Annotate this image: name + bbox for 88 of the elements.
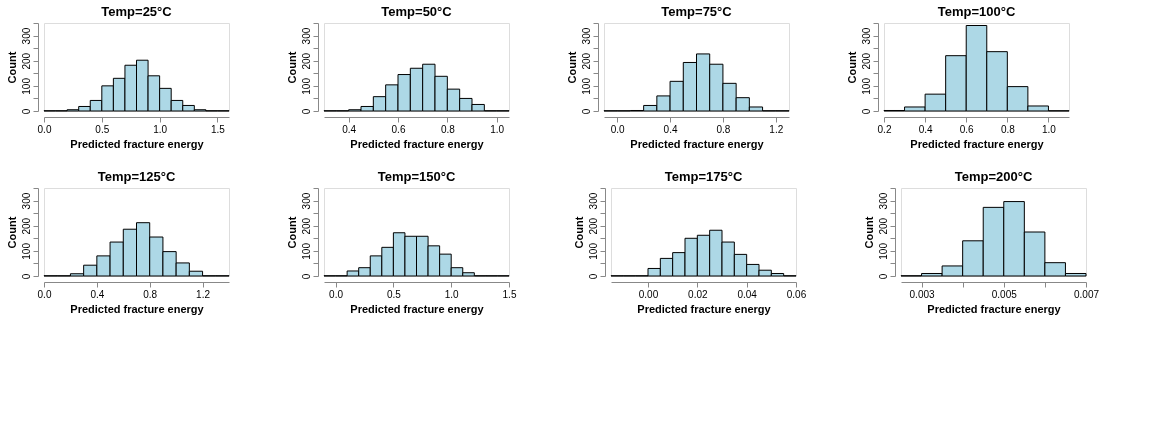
x-tick-label: 0.8 [1000, 123, 1016, 135]
y-tick-label: 300 [20, 27, 32, 45]
x-tick-label: 1.0 [490, 123, 505, 135]
y-tick-label: 0 [860, 108, 872, 115]
x-tick-label: 0.02 [688, 288, 708, 300]
y-tick-label: 100 [20, 242, 32, 260]
x-axis-title: Predicted fracture energy [910, 137, 1045, 150]
y-tick-label: 100 [580, 77, 592, 95]
x-tick-label: 1.2 [769, 123, 784, 135]
y-tick-label: 100 [877, 242, 889, 260]
x-tick-label: 0.06 [786, 288, 807, 300]
y-tick-label: 200 [20, 217, 32, 235]
y-tick-label: 0 [587, 273, 599, 280]
chart-title: Temp=200°C [954, 168, 1033, 184]
x-axis-title: Predicted fracture energy [927, 302, 1062, 315]
x-axis-title: Predicted fracture energy [630, 137, 765, 150]
x-tick-label: 0.003 [909, 288, 935, 300]
y-tick-label: 200 [20, 52, 32, 70]
y-tick-label: 100 [860, 77, 872, 95]
x-tick-label: 0.8 [440, 123, 456, 135]
y-tick-label: 0 [300, 108, 312, 115]
y-tick-label: 200 [580, 52, 592, 70]
x-tick-label: 0.4 [90, 288, 105, 300]
y-axis-title: Count [285, 51, 298, 84]
x-tick-label: 0.5 [386, 288, 402, 300]
x-tick-label: 0.4 [663, 123, 678, 135]
y-tick-label: 0 [20, 273, 32, 280]
x-tick-label: 0.0 [610, 123, 626, 135]
x-tick-label: 0.0 [37, 288, 52, 300]
y-tick-label: 200 [300, 217, 312, 235]
y-axis-title: Count [285, 216, 298, 249]
chart-title: Temp=100°C [937, 3, 1016, 19]
x-tick-label: 0.0 [329, 288, 344, 300]
y-tick-label: 0 [877, 273, 889, 280]
x-tick-label: 0.8 [143, 288, 158, 300]
y-axis-title: Count [5, 216, 18, 249]
y-tick-label: 200 [877, 217, 889, 235]
y-axis-title: Count [572, 216, 585, 249]
y-axis-title: Count [5, 51, 18, 84]
y-tick-label: 300 [860, 27, 872, 45]
y-tick-label: 200 [587, 217, 599, 235]
chart-title: Temp=50°C [381, 3, 453, 19]
x-axis-title: Predicted fracture energy [70, 137, 205, 150]
x-tick-label: 0.8 [716, 123, 731, 135]
x-tick-label: 0.6 [391, 123, 406, 135]
x-tick-label: 1.2 [196, 288, 211, 300]
y-tick-label: 200 [860, 52, 872, 70]
x-tick-label: 0.005 [991, 288, 1018, 300]
y-tick-label: 300 [20, 192, 32, 210]
y-tick-label: 100 [20, 77, 32, 95]
y-tick-label: 300 [300, 27, 312, 45]
x-tick-label: 0.4 [342, 123, 357, 135]
y-axis-title: Count [862, 216, 875, 249]
y-tick-label: 300 [300, 192, 312, 210]
y-tick-label: 100 [300, 77, 312, 95]
x-tick-label: 0.6 [959, 123, 975, 135]
x-tick-label: 0.5 [95, 123, 110, 135]
x-tick-label: 0.2 [877, 123, 892, 135]
x-tick-label: 1.0 [153, 123, 168, 135]
y-tick-label: 100 [587, 242, 599, 260]
x-axis-title: Predicted fracture energy [70, 302, 205, 315]
x-tick-label: 1.5 [502, 288, 517, 300]
y-axis-title: Count [565, 51, 578, 84]
chart-title: Temp=75°C [661, 3, 733, 19]
y-tick-label: 0 [580, 108, 592, 115]
x-tick-label: 0.007 [1073, 288, 1100, 300]
chart-title: Temp=175°C [664, 168, 743, 184]
x-tick-label: 0.0 [37, 123, 52, 135]
y-tick-label: 300 [580, 27, 592, 45]
chart-title: Temp=125°C [97, 168, 176, 184]
y-tick-label: 300 [587, 192, 599, 210]
x-axis-title: Predicted fracture energy [350, 137, 485, 150]
y-tick-label: 300 [877, 192, 889, 210]
x-tick-label: 0.04 [737, 288, 758, 300]
y-tick-label: 0 [300, 273, 312, 280]
x-tick-label: 0.4 [918, 123, 933, 135]
y-tick-label: 0 [20, 108, 32, 115]
x-tick-label: 0.00 [638, 288, 659, 300]
y-tick-label: 200 [300, 52, 312, 70]
y-tick-label: 100 [300, 242, 312, 260]
chart-title: Temp=25°C [101, 3, 173, 19]
x-axis-title: Predicted fracture energy [350, 302, 485, 315]
x-tick-label: 1.0 [1041, 123, 1057, 135]
x-tick-label: 1.0 [444, 288, 460, 300]
x-axis-title: Predicted fracture energy [637, 302, 772, 315]
x-tick-label: 1.5 [210, 123, 226, 135]
chart-title: Temp=150°C [377, 168, 456, 184]
y-axis-title: Count [845, 51, 858, 84]
